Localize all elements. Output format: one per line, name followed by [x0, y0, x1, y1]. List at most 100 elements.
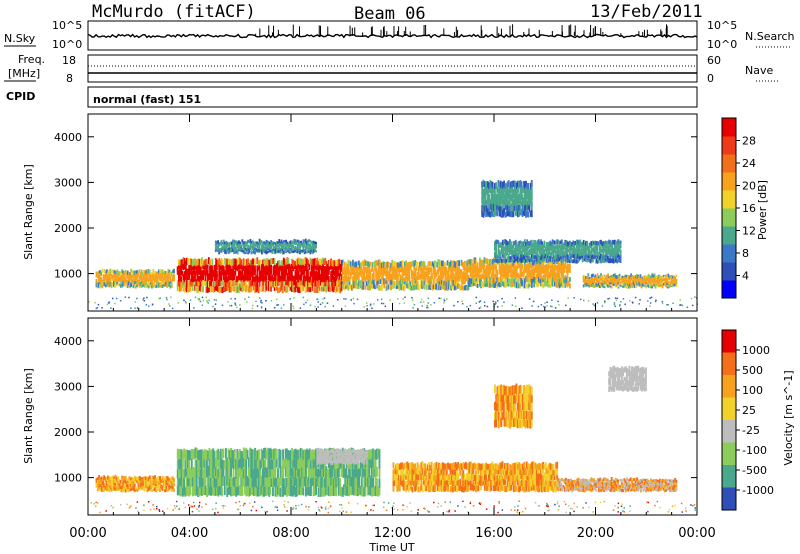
velocity-echo-cell [184, 487, 187, 497]
velocity-echo-cell [180, 458, 183, 469]
power-echo-cell [182, 263, 185, 271]
power-echo-cell [256, 245, 259, 249]
power-echo-cell [481, 192, 484, 199]
power-echo-cell [201, 286, 203, 293]
power-echo-cell [549, 255, 552, 260]
power-echo-cell [225, 247, 228, 251]
power-echo-cell [108, 269, 111, 274]
power-echo-cell [190, 281, 193, 288]
power-echo-cell [459, 273, 462, 280]
power-speckle [316, 298, 318, 301]
power-echo-cell [139, 282, 142, 286]
power-echo-cell [554, 267, 556, 274]
power-echo-cell [143, 274, 145, 278]
power-echo-cell [459, 284, 462, 291]
power-echo-cell [154, 275, 157, 280]
power-echo-cell [166, 275, 168, 280]
power-echo-cell [153, 273, 156, 277]
power-echo-cell [552, 240, 555, 244]
power-echo-cell [213, 264, 216, 271]
power-echo-cell [269, 264, 271, 271]
power-echo-cell [509, 247, 511, 253]
power-echo-cell [309, 240, 312, 243]
velocity-echo-cell [289, 486, 292, 497]
power-echo-cell [244, 251, 247, 255]
power-echo-cell [507, 241, 510, 246]
power-echo-cell [462, 271, 465, 277]
power-echo-cell [512, 243, 515, 249]
power-echo-cell [615, 281, 618, 284]
power-echo-cell [473, 276, 475, 283]
power-echo-cell [247, 239, 249, 244]
power-echo-cell [504, 239, 507, 244]
velocity-echo-cell [197, 458, 199, 470]
power-speckle [246, 301, 248, 303]
power-speckle [124, 296, 127, 298]
power-echo-cell [511, 281, 514, 287]
power-echo-cell [615, 243, 617, 249]
power-echo-cell [166, 271, 168, 275]
power-echo-cell [295, 281, 298, 288]
y-tick-label: 1000 [54, 268, 82, 281]
power-echo-cell [475, 264, 478, 270]
power-echo-cell [404, 277, 406, 282]
power-echo-cell [527, 283, 530, 289]
power-echo-cell [134, 270, 137, 274]
power-echo-cell [119, 276, 122, 281]
power-echo-cell [299, 248, 301, 251]
power-echo-cell [247, 265, 249, 272]
power-echo-cell [643, 279, 645, 282]
power-echo-cell [364, 276, 367, 282]
power-speckle [283, 304, 285, 306]
power-echo-cell [480, 259, 482, 265]
power-echo-cell [232, 248, 234, 252]
power-echo-cell [237, 264, 240, 271]
power-echo-cell [145, 281, 148, 285]
power-echo-cell [480, 282, 482, 289]
power-echo-cell [612, 240, 615, 245]
power-echo-cell [510, 181, 512, 188]
power-echo-cell [307, 243, 309, 247]
power-speckle [613, 303, 616, 306]
power-echo-cell [133, 279, 136, 284]
velocity-echo-cell [250, 448, 253, 460]
power-echo-cell [540, 268, 542, 274]
power-echo-cell [586, 258, 589, 263]
power-echo-cell [236, 258, 239, 266]
velocity-echo-cell [187, 450, 189, 460]
power-echo-cell [191, 259, 194, 267]
power-echo-cell [314, 279, 316, 287]
power-echo-cell [176, 284, 179, 291]
power-echo-cell [126, 270, 129, 275]
power-echo-cell [235, 259, 238, 267]
velocity-echo-cell [118, 483, 121, 487]
power-echo-cell [529, 261, 532, 269]
velocity-echo-cell [113, 482, 116, 486]
power-echo-cell [263, 268, 266, 276]
power-echo-cell [605, 258, 608, 263]
power-echo-cell [601, 276, 604, 279]
velocity-echo-cell [258, 466, 260, 478]
power-echo-cell [421, 280, 424, 287]
velocity-echo-cell [187, 466, 189, 478]
power-echo-cell [543, 274, 546, 279]
power-echo-cell [481, 187, 484, 194]
power-echo-cell [442, 265, 444, 270]
power-echo-cell [611, 274, 614, 278]
power-echo-cell [299, 258, 301, 266]
power-echo-cell [537, 239, 540, 245]
velocity-echo-cell [193, 476, 196, 487]
power-echo-cell [618, 273, 621, 277]
power-echo-cell [566, 281, 569, 288]
power-echo-cell [265, 239, 268, 244]
power-echo-cell [502, 244, 504, 249]
power-speckle [261, 302, 263, 304]
power-echo-cell [296, 275, 299, 283]
power-echo-cell [375, 267, 377, 273]
power-echo-cell [226, 281, 229, 288]
power-echo-cell [288, 274, 291, 282]
power-echo-cell [385, 261, 388, 268]
velocity-echo-cell [289, 458, 292, 468]
power-echo-cell [381, 281, 383, 287]
power-echo-cell [573, 243, 576, 249]
